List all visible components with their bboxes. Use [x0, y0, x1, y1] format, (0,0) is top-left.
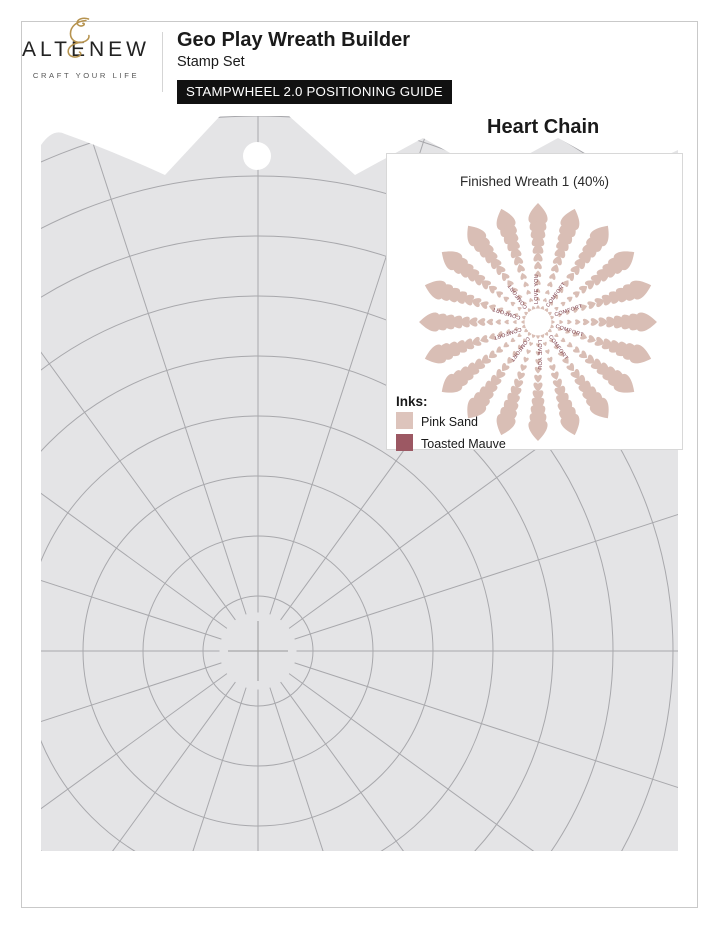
- svg-text:COMFORT: COMFORT: [555, 324, 585, 339]
- svg-text:COMFORT: COMFORT: [491, 305, 521, 320]
- svg-text:COMFORT: COMFORT: [492, 326, 522, 341]
- svg-text:LOVE YOU: LOVE YOU: [534, 274, 540, 304]
- svg-text:LOVE YOU: LOVE YOU: [536, 340, 542, 370]
- svg-text:COMFORT: COMFORT: [554, 303, 584, 318]
